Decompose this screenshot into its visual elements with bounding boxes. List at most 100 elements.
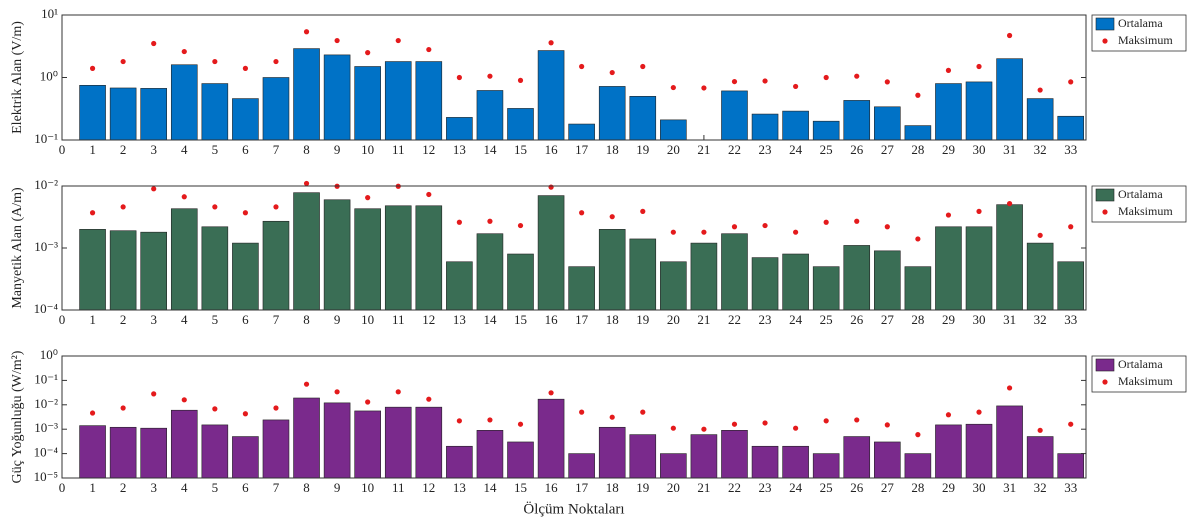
max-marker	[762, 420, 768, 426]
max-marker	[151, 186, 157, 192]
max-marker	[426, 396, 432, 402]
legend-label: Ortalama	[1118, 187, 1163, 201]
x-tick-label: 14	[483, 312, 497, 327]
x-tick-label: 15	[514, 142, 527, 157]
bar	[262, 419, 290, 479]
bar	[384, 205, 412, 311]
x-tick-label: 14	[483, 142, 497, 157]
x-tick-label: 32	[1034, 480, 1047, 495]
bar	[965, 226, 993, 311]
max-marker	[609, 414, 615, 420]
bar	[384, 61, 412, 141]
x-tick-label: 1	[89, 312, 96, 327]
x-tick-label: 30	[973, 480, 986, 495]
legend-swatch	[1095, 188, 1115, 202]
max-marker	[334, 37, 340, 44]
max-marker	[609, 214, 615, 220]
bar	[843, 436, 871, 479]
max-marker	[181, 397, 187, 403]
x-tick-label: 11	[392, 312, 405, 327]
x-tick-label: 6	[242, 312, 249, 327]
bar	[568, 453, 595, 479]
max-marker	[89, 65, 96, 71]
max-marker	[701, 426, 707, 432]
axes-box	[61, 14, 1087, 141]
max-marker	[181, 194, 187, 200]
max-marker	[487, 218, 493, 224]
x-tick-label: 5	[212, 312, 219, 327]
x-tick-label: 8	[303, 312, 310, 327]
bar	[415, 61, 443, 141]
bar	[965, 81, 993, 141]
bar	[660, 261, 687, 311]
bar	[598, 229, 626, 311]
bar	[384, 406, 412, 479]
bar	[996, 405, 1023, 479]
x-tick-label: 17	[575, 142, 589, 157]
x-tick-label: 26	[850, 480, 864, 495]
x-tick-label: 9	[334, 480, 341, 495]
legend-marker	[1102, 379, 1108, 385]
bar	[935, 424, 962, 479]
bar	[904, 266, 932, 311]
x-tick-label: 19	[636, 142, 649, 157]
x-tick-label: 11	[392, 142, 405, 157]
max-marker	[242, 210, 249, 216]
x-tick-label: 0	[59, 312, 66, 327]
max-marker	[517, 222, 524, 229]
max-marker	[579, 210, 585, 216]
x-tick-label: 31	[1003, 312, 1016, 327]
x-tick-label: 1	[89, 480, 96, 495]
bar	[1057, 453, 1085, 479]
x-tick-label: 28	[911, 142, 924, 157]
bar	[354, 410, 381, 479]
max-marker	[365, 50, 371, 56]
max-marker	[579, 409, 585, 415]
max-marker	[395, 389, 401, 395]
bar	[904, 125, 932, 141]
x-tick-label: 5	[212, 142, 219, 157]
max-marker	[120, 405, 126, 411]
max-marker	[1006, 385, 1013, 391]
bar	[843, 100, 871, 141]
bar	[812, 453, 840, 479]
bar	[996, 58, 1023, 141]
bar	[446, 261, 473, 311]
max-marker	[731, 78, 738, 85]
max-marker	[793, 425, 799, 431]
bar	[232, 436, 259, 479]
max-marker	[89, 410, 96, 416]
x-tick-label: 24	[789, 480, 803, 495]
max-marker	[303, 180, 310, 187]
bar	[690, 434, 718, 479]
bar	[140, 88, 167, 141]
x-tick-label: 1	[89, 142, 96, 157]
x-tick-label: 13	[453, 142, 466, 157]
x-tick-label: 19	[636, 312, 649, 327]
x-tick-label: 33	[1064, 142, 1077, 157]
x-tick-label: 29	[942, 480, 955, 495]
max-marker	[854, 417, 860, 423]
x-tick-label: 8	[303, 142, 310, 157]
x-tick-label: 14	[483, 480, 497, 495]
bar	[415, 406, 443, 479]
max-marker	[945, 412, 952, 418]
max-marker	[151, 40, 157, 47]
bar	[660, 453, 687, 479]
max-marker	[456, 418, 462, 424]
x-tick-label: 11	[392, 480, 405, 495]
bar	[660, 119, 687, 141]
x-tick-label: 20	[667, 312, 680, 327]
bar	[751, 113, 779, 141]
x-tick-label: 6	[242, 142, 249, 157]
bar	[721, 430, 748, 479]
legend-marker	[1102, 38, 1108, 44]
x-tick-label: 10	[361, 312, 374, 327]
max-marker	[823, 418, 829, 424]
max-marker	[915, 236, 921, 242]
max-marker	[793, 83, 799, 90]
x-tick-label: 7	[273, 480, 280, 495]
bar	[446, 445, 473, 479]
